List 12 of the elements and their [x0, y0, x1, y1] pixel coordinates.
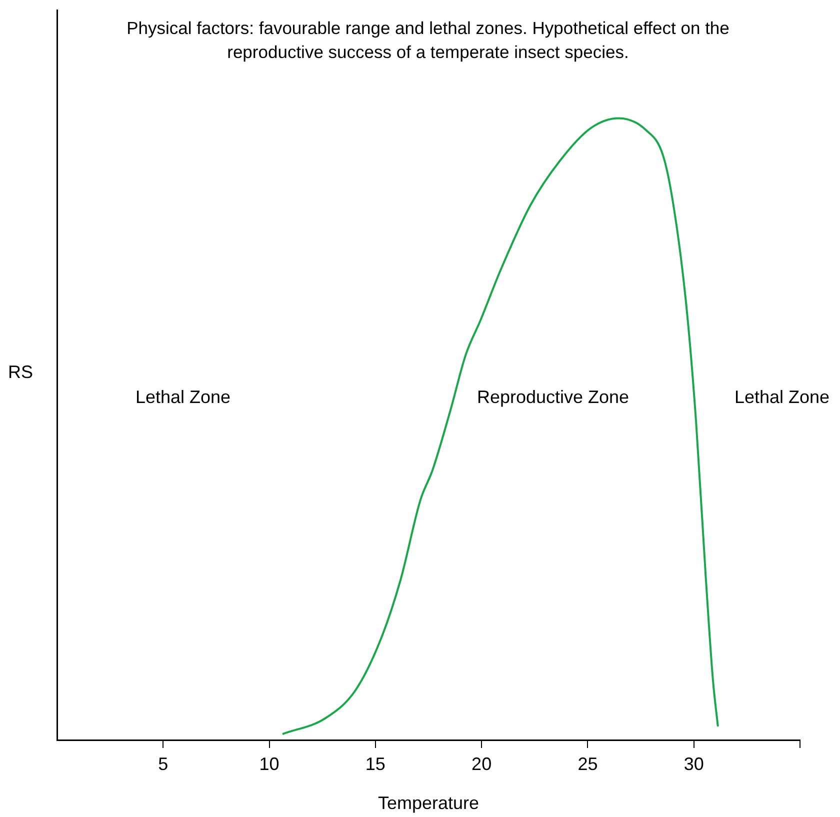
x-tick-label: 5: [158, 754, 168, 774]
x-tick-label: 20: [472, 754, 492, 774]
x-tick-label: 15: [365, 754, 386, 774]
annotation: Lethal Zone: [734, 387, 830, 408]
x-tick-label: 30: [684, 754, 704, 774]
x-tick-label: 25: [578, 754, 598, 774]
y-axis-title: RS: [8, 362, 34, 383]
x-tick-label: 10: [259, 754, 280, 774]
annotation: Lethal Zone: [135, 387, 231, 408]
chart-title: Physical factors: favourable range and lethal zones. Hypothetical effect on the reproductive success of a temperate insect species.: [126, 17, 730, 64]
annotation: Reproductive Zone: [476, 387, 630, 408]
x-axis-title: Temperature: [376, 793, 480, 814]
